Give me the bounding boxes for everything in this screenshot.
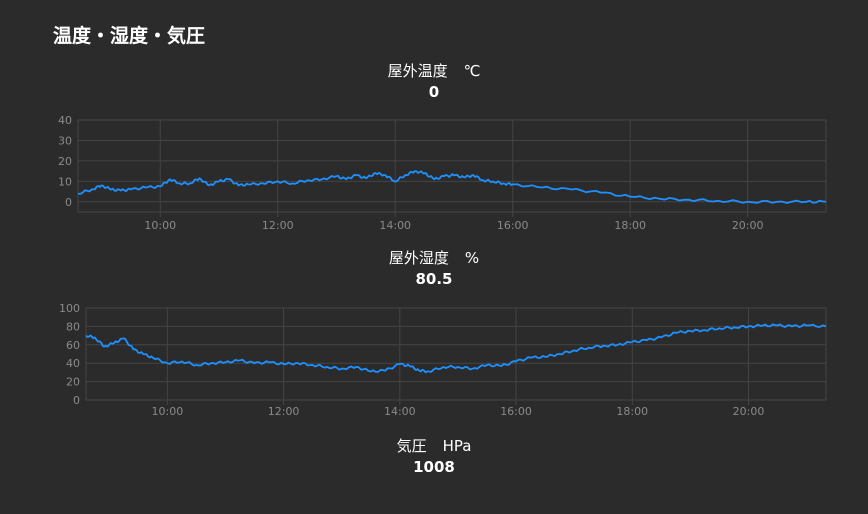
- hum-y-tick-label: 80: [66, 320, 80, 333]
- hum-x-tick-label: 16:00: [500, 405, 532, 418]
- temp-plot-frame: [77, 119, 827, 213]
- temperature-unit: ℃: [463, 62, 481, 80]
- hum-x-tick-label: 14:00: [384, 405, 416, 418]
- pressure-value: 1008: [413, 458, 455, 476]
- pressure-unit: HPa: [442, 437, 472, 455]
- humidity-label: 屋外湿度: [388, 249, 449, 267]
- humidity-widget-header: 屋外湿度% 80.5: [0, 249, 868, 288]
- temp-y-tick-label: 10: [58, 175, 72, 188]
- hum-series-line: [85, 323, 827, 374]
- temp-x-tick-label: 20:00: [732, 219, 764, 232]
- page-title: 温度・湿度・気圧: [53, 25, 206, 47]
- temp-x-tick-label: 18:00: [614, 219, 646, 232]
- pressure-widget-header: 気圧 HPa 1008: [0, 437, 868, 476]
- hum-y-tick-label: 40: [66, 357, 80, 370]
- temp-x-tick-label: 16:00: [497, 219, 529, 232]
- pressure-label: 気圧: [396, 437, 427, 455]
- temp-x-tick-label: 14:00: [379, 219, 411, 232]
- temperature-value: 0: [428, 83, 440, 101]
- temperature-label: 屋外温度: [387, 62, 448, 80]
- hum-x-tick-label: 10:00: [152, 405, 184, 418]
- humidity-chart: 0 20 40 60 80 100 10:00 12:00 14:00 16:00 18:00 20:…: [59, 302, 827, 418]
- humidity-value: 80.5: [415, 270, 453, 288]
- pressure-label-row: 気圧 HPa: [0, 437, 868, 455]
- temp-y-tick-label: 0: [65, 196, 72, 209]
- hum-y-tick-label: 20: [66, 376, 80, 389]
- hum-x-tick-label: 18:00: [616, 405, 648, 418]
- temp-x-tick-label: 10:00: [144, 219, 176, 232]
- temperature-label-row: 屋外温度 ℃: [0, 62, 868, 80]
- temp-y-tick-label: 30: [58, 134, 72, 147]
- hum-x-tick-label: 20:00: [733, 405, 765, 418]
- humidity-unit: %: [464, 249, 480, 267]
- temp-series-line: [77, 170, 827, 204]
- temp-y-tick-label: 20: [58, 155, 72, 168]
- hum-y-tick-label: 60: [66, 339, 80, 352]
- temp-y-tick-label: 40: [58, 114, 72, 127]
- hum-y-tick-label: 100: [59, 302, 80, 315]
- hum-y-tick-label: 0: [73, 394, 80, 407]
- hum-plot-frame: [85, 307, 827, 401]
- temperature-chart: 0 10 20 30 40 10:00 12:00 14:00 16:00 18:00 20:00: [58, 114, 827, 232]
- temperature-widget-header: 屋外温度 ℃ 0: [0, 62, 868, 101]
- humidity-label-row: 屋外湿度%: [0, 249, 868, 267]
- hum-x-tick-label: 12:00: [268, 405, 300, 418]
- temp-x-tick-label: 12:00: [262, 219, 294, 232]
